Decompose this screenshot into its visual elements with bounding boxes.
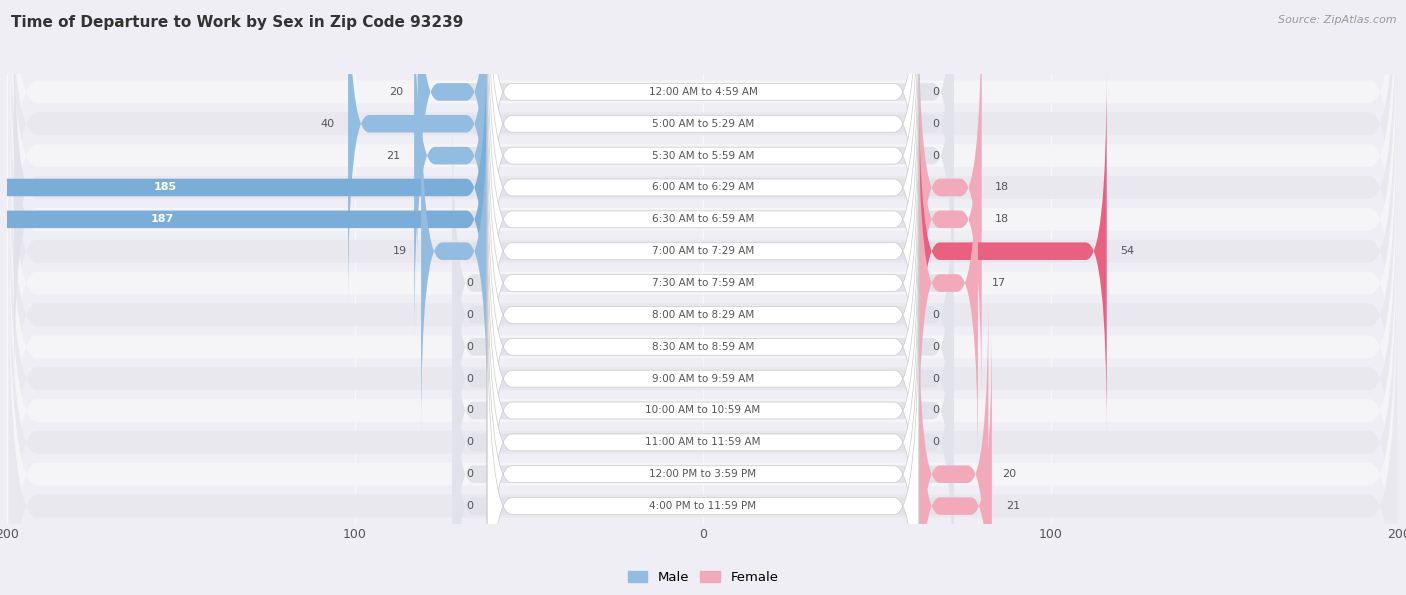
FancyBboxPatch shape	[488, 259, 918, 595]
FancyBboxPatch shape	[8, 0, 1398, 463]
Text: 0: 0	[932, 437, 939, 447]
FancyBboxPatch shape	[918, 292, 988, 595]
Text: 4:00 PM to 11:59 PM: 4:00 PM to 11:59 PM	[650, 501, 756, 511]
FancyBboxPatch shape	[422, 69, 1107, 434]
FancyBboxPatch shape	[349, 0, 488, 306]
Text: Source: ZipAtlas.com: Source: ZipAtlas.com	[1278, 15, 1396, 25]
FancyBboxPatch shape	[453, 164, 953, 529]
Text: 0: 0	[467, 469, 474, 479]
Text: 0: 0	[467, 501, 474, 511]
FancyBboxPatch shape	[918, 37, 981, 402]
FancyBboxPatch shape	[14, 5, 981, 370]
Text: 0: 0	[932, 119, 939, 129]
FancyBboxPatch shape	[453, 133, 953, 497]
FancyBboxPatch shape	[8, 0, 1398, 431]
FancyBboxPatch shape	[415, 0, 488, 338]
Text: 0: 0	[467, 406, 474, 415]
Text: 0: 0	[467, 310, 474, 320]
FancyBboxPatch shape	[918, 69, 1107, 434]
Text: 187: 187	[150, 214, 173, 224]
FancyBboxPatch shape	[453, 196, 953, 561]
FancyBboxPatch shape	[488, 101, 918, 530]
FancyBboxPatch shape	[488, 0, 918, 370]
FancyBboxPatch shape	[488, 292, 918, 595]
Text: 19: 19	[394, 246, 408, 256]
Text: 0: 0	[932, 374, 939, 384]
FancyBboxPatch shape	[453, 324, 991, 595]
Text: 0: 0	[467, 374, 474, 384]
FancyBboxPatch shape	[488, 164, 918, 593]
FancyBboxPatch shape	[488, 228, 918, 595]
FancyBboxPatch shape	[918, 5, 981, 370]
Text: 10:00 AM to 10:59 AM: 10:00 AM to 10:59 AM	[645, 406, 761, 415]
Text: 6:30 AM to 6:59 AM: 6:30 AM to 6:59 AM	[652, 214, 754, 224]
FancyBboxPatch shape	[488, 196, 918, 595]
FancyBboxPatch shape	[488, 0, 918, 306]
FancyBboxPatch shape	[918, 101, 979, 465]
FancyBboxPatch shape	[488, 5, 918, 434]
Text: 18: 18	[995, 214, 1010, 224]
Text: 5:30 AM to 5:59 AM: 5:30 AM to 5:59 AM	[652, 151, 754, 161]
FancyBboxPatch shape	[8, 231, 1398, 595]
FancyBboxPatch shape	[453, 260, 953, 595]
Text: 7:30 AM to 7:59 AM: 7:30 AM to 7:59 AM	[652, 278, 754, 288]
FancyBboxPatch shape	[453, 292, 988, 595]
Text: 0: 0	[932, 310, 939, 320]
FancyBboxPatch shape	[0, 5, 488, 370]
FancyBboxPatch shape	[8, 8, 1398, 494]
Text: 7:00 AM to 7:29 AM: 7:00 AM to 7:29 AM	[652, 246, 754, 256]
Text: 54: 54	[1121, 246, 1135, 256]
Text: 0: 0	[932, 151, 939, 161]
Text: 21: 21	[387, 151, 401, 161]
Text: 0: 0	[932, 342, 939, 352]
Text: 9:00 AM to 9:59 AM: 9:00 AM to 9:59 AM	[652, 374, 754, 384]
Text: 0: 0	[467, 278, 474, 288]
FancyBboxPatch shape	[8, 135, 1398, 595]
FancyBboxPatch shape	[8, 71, 1398, 558]
FancyBboxPatch shape	[8, 0, 1398, 367]
Text: 18: 18	[995, 183, 1010, 192]
Text: 17: 17	[991, 278, 1005, 288]
FancyBboxPatch shape	[8, 0, 1398, 399]
FancyBboxPatch shape	[453, 101, 979, 465]
FancyBboxPatch shape	[8, 104, 1398, 590]
FancyBboxPatch shape	[488, 68, 918, 497]
FancyBboxPatch shape	[8, 40, 1398, 527]
FancyBboxPatch shape	[418, 0, 488, 274]
Text: 8:00 AM to 8:29 AM: 8:00 AM to 8:29 AM	[652, 310, 754, 320]
FancyBboxPatch shape	[918, 324, 991, 595]
Text: 11:00 AM to 11:59 AM: 11:00 AM to 11:59 AM	[645, 437, 761, 447]
Text: 6:00 AM to 6:29 AM: 6:00 AM to 6:29 AM	[652, 183, 754, 192]
Text: 0: 0	[467, 342, 474, 352]
Text: 12:00 AM to 4:59 AM: 12:00 AM to 4:59 AM	[648, 87, 758, 97]
Text: 40: 40	[321, 119, 335, 129]
FancyBboxPatch shape	[8, 0, 1398, 336]
Text: 8:30 AM to 8:59 AM: 8:30 AM to 8:59 AM	[652, 342, 754, 352]
FancyBboxPatch shape	[422, 69, 488, 434]
Text: 185: 185	[153, 183, 177, 192]
Text: 0: 0	[932, 87, 939, 97]
FancyBboxPatch shape	[8, 167, 1398, 595]
FancyBboxPatch shape	[488, 132, 918, 561]
FancyBboxPatch shape	[0, 37, 488, 402]
Legend: Male, Female: Male, Female	[623, 565, 783, 589]
FancyBboxPatch shape	[8, 262, 1398, 595]
FancyBboxPatch shape	[488, 0, 918, 339]
Text: 20: 20	[1002, 469, 1017, 479]
Text: Time of Departure to Work by Sex in Zip Code 93239: Time of Departure to Work by Sex in Zip …	[11, 15, 464, 30]
Text: 12:00 PM to 3:59 PM: 12:00 PM to 3:59 PM	[650, 469, 756, 479]
FancyBboxPatch shape	[14, 37, 981, 402]
FancyBboxPatch shape	[418, 0, 953, 274]
FancyBboxPatch shape	[453, 228, 953, 593]
FancyBboxPatch shape	[488, 0, 918, 402]
FancyBboxPatch shape	[8, 199, 1398, 595]
Text: 5:00 AM to 5:29 AM: 5:00 AM to 5:29 AM	[652, 119, 754, 129]
Text: 20: 20	[389, 87, 404, 97]
FancyBboxPatch shape	[488, 37, 918, 466]
FancyBboxPatch shape	[349, 0, 953, 306]
FancyBboxPatch shape	[415, 0, 953, 338]
Text: 0: 0	[467, 437, 474, 447]
Text: 21: 21	[1005, 501, 1019, 511]
Text: 0: 0	[932, 406, 939, 415]
